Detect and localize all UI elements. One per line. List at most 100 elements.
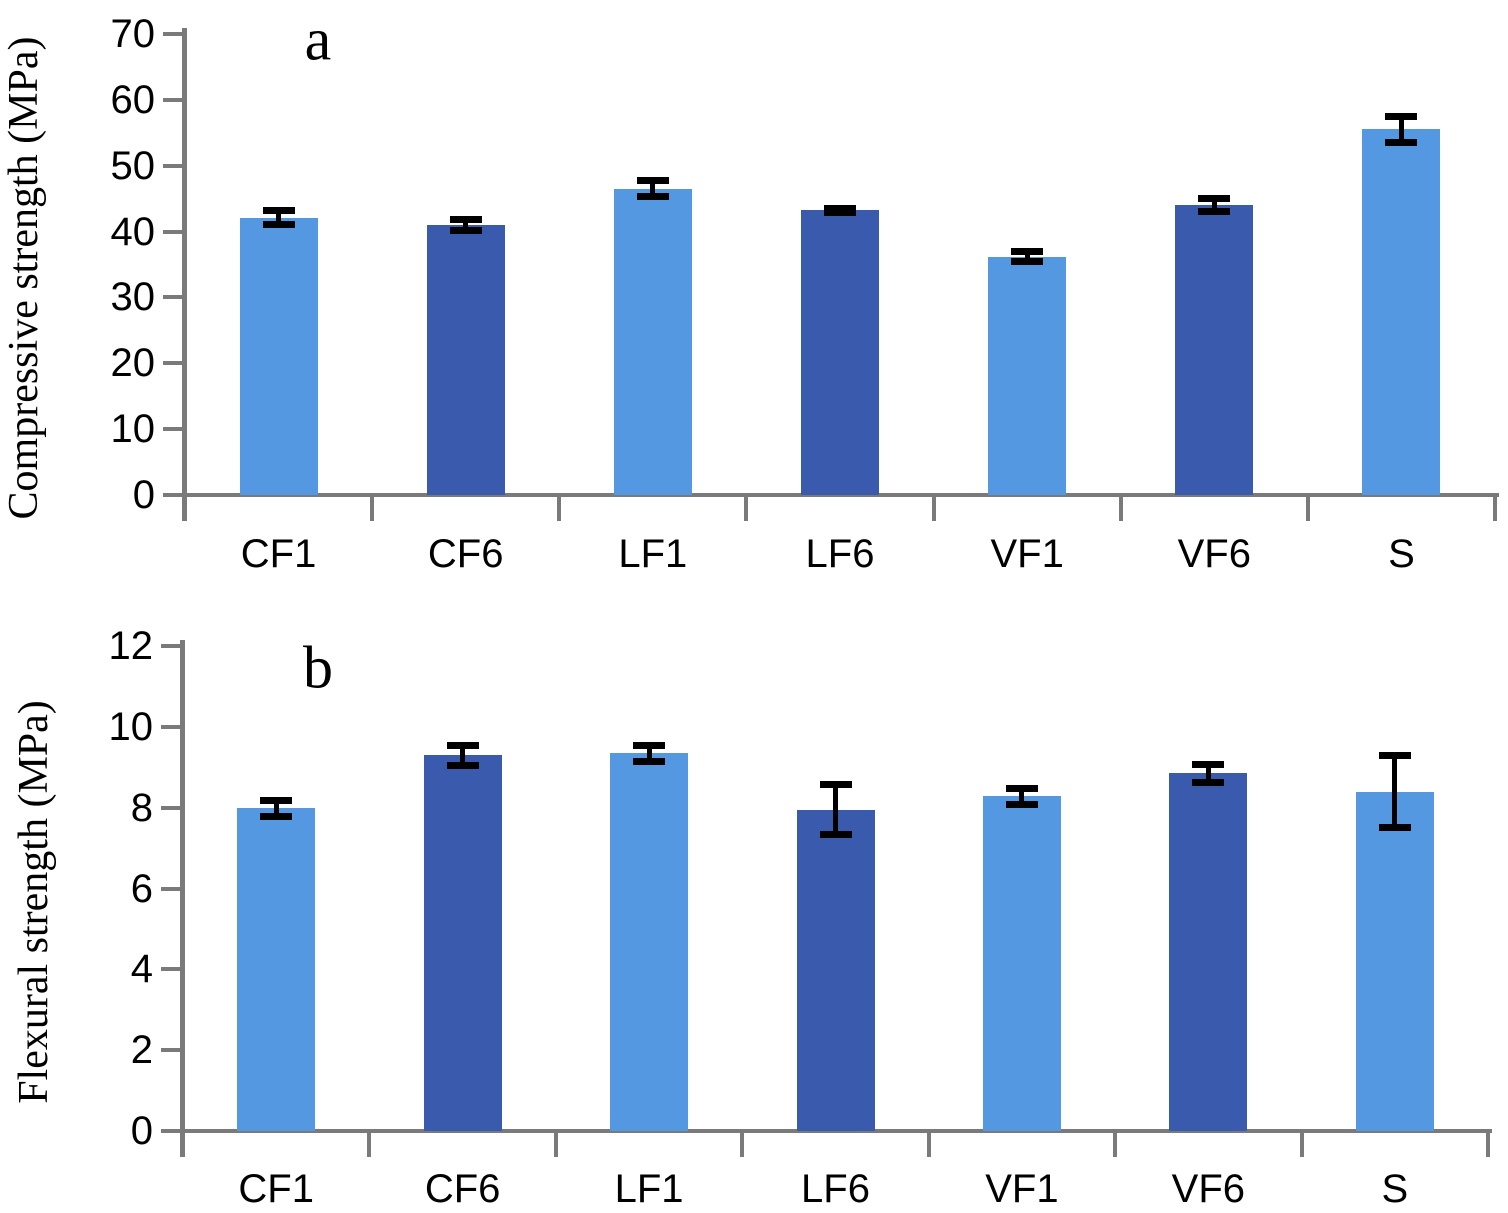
bar-lf1 xyxy=(610,753,689,1131)
y-tick xyxy=(163,493,185,497)
x-tick xyxy=(1305,495,1310,521)
x-category-label: VF6 xyxy=(1177,532,1251,576)
error-bar-line xyxy=(1211,198,1217,212)
x-category-label: LF1 xyxy=(614,1167,684,1211)
y-tick-label: 60 xyxy=(110,77,156,122)
y-tick xyxy=(163,32,185,36)
x-category-label: S xyxy=(1388,532,1415,576)
x-tick xyxy=(553,1131,558,1157)
error-bar-cap-top xyxy=(260,796,293,804)
error-bar-cap-top xyxy=(824,204,856,212)
bar-vf6 xyxy=(1169,773,1248,1131)
x-category-label: CF1 xyxy=(240,532,317,576)
x-tick xyxy=(1299,1131,1304,1157)
y-tick xyxy=(163,163,185,168)
y-tick-label: 0 xyxy=(130,1109,153,1153)
error-bar-cap-top xyxy=(1378,751,1411,759)
error-bar-line xyxy=(1024,251,1030,262)
error-bar-line xyxy=(1398,116,1404,143)
x-category-label: S xyxy=(1381,1167,1409,1211)
y-tick-label: 6 xyxy=(130,866,153,911)
x-tick xyxy=(367,1131,372,1157)
y-axis-line xyxy=(180,640,185,1157)
error-bar-cap-bottom xyxy=(1198,208,1231,216)
error-bar-cap-bottom xyxy=(824,209,856,217)
error-bar-cap-bottom xyxy=(1385,139,1418,147)
y-tick xyxy=(163,97,185,102)
y-tick xyxy=(163,427,185,432)
error-bar-cap-bottom xyxy=(446,761,479,769)
bar-cf1 xyxy=(239,217,318,495)
error-bar-cap-top xyxy=(636,177,669,185)
x-category-label: CF6 xyxy=(424,1167,501,1211)
error-bar-cap-top xyxy=(1005,784,1038,792)
y-tick-label: 70 xyxy=(110,12,156,56)
error-bar-line xyxy=(1392,755,1398,828)
error-bar-line xyxy=(646,745,652,762)
y-tick xyxy=(163,229,185,234)
error-bar-cap-bottom xyxy=(819,831,852,839)
y-tick xyxy=(163,361,185,366)
x-category-label: VF6 xyxy=(1171,1167,1246,1211)
y-tick xyxy=(161,1129,183,1133)
y-tick xyxy=(161,724,183,729)
x-tick xyxy=(931,495,936,521)
y-tick-label: 20 xyxy=(110,341,156,386)
error-bar-cap-top xyxy=(262,206,295,214)
bar-vf6 xyxy=(1175,205,1254,495)
y-tick-label: 8 xyxy=(130,785,153,830)
y-tick xyxy=(163,295,185,300)
x-tick xyxy=(740,1131,745,1157)
error-bar-cap-bottom xyxy=(449,227,482,235)
bar-lf1 xyxy=(613,188,692,495)
y-axis-line xyxy=(182,28,187,521)
error-bar-line xyxy=(460,745,466,766)
x-tick xyxy=(926,1131,931,1157)
y-tick-label: 12 xyxy=(108,624,154,668)
y-tick-label: 10 xyxy=(110,407,156,452)
y-tick-label: 4 xyxy=(130,947,153,992)
error-bar-cap-top xyxy=(1011,248,1044,256)
error-bar-line xyxy=(273,800,279,817)
panel-label-a: a xyxy=(304,6,332,73)
x-tick xyxy=(370,495,375,521)
y-tick-label: 40 xyxy=(110,209,156,254)
x-category-label: LF6 xyxy=(805,532,875,576)
bar-lf6 xyxy=(801,210,879,495)
y-tick-label: 50 xyxy=(110,143,156,188)
x-category-label: LF6 xyxy=(801,1167,870,1211)
error-bar-line xyxy=(833,784,838,835)
x-category-label: CF6 xyxy=(427,532,504,576)
error-bar-cap-bottom xyxy=(1011,257,1044,265)
x-tick xyxy=(1113,1131,1118,1157)
x-tick xyxy=(744,495,749,521)
bar-cf1 xyxy=(237,808,316,1131)
x-axis-line xyxy=(165,493,1499,497)
error-bar-cap-top xyxy=(449,215,482,223)
bar-lf6 xyxy=(796,809,875,1131)
y-tick-label: 10 xyxy=(108,704,154,749)
error-bar-cap-bottom xyxy=(260,813,293,821)
x-category-label: CF1 xyxy=(238,1167,314,1211)
bar-cf6 xyxy=(426,224,505,495)
error-bar-cap-top xyxy=(633,741,666,749)
y-tick xyxy=(161,967,183,972)
x-category-label: LF1 xyxy=(618,532,688,576)
y-tick xyxy=(161,805,183,810)
x-tick xyxy=(1118,495,1123,521)
y-tick xyxy=(161,1048,183,1053)
error-bar-line xyxy=(463,219,469,231)
error-bar-cap-bottom xyxy=(636,193,669,201)
bar-s xyxy=(1355,791,1434,1131)
error-bar-line xyxy=(1019,788,1025,805)
bar-vf1 xyxy=(982,796,1061,1131)
error-bar-line xyxy=(1205,764,1211,783)
error-bar-cap-top xyxy=(1385,112,1418,120)
error-bar-cap-bottom xyxy=(262,221,295,229)
error-bar-line xyxy=(276,210,282,225)
x-axis-line xyxy=(163,1129,1492,1133)
y-tick-label: 2 xyxy=(130,1028,153,1073)
error-bar-cap-bottom xyxy=(1378,824,1411,832)
